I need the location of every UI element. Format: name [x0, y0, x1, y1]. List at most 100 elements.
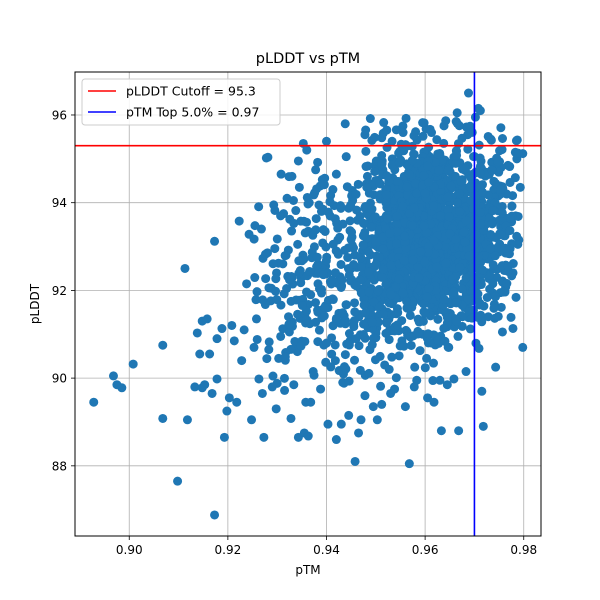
- data-point: [391, 373, 401, 383]
- data-point: [420, 309, 430, 319]
- data-point: [394, 158, 404, 168]
- data-point: [312, 262, 322, 272]
- data-point: [406, 340, 416, 350]
- data-point: [350, 456, 360, 466]
- data-point: [297, 300, 307, 310]
- data-point: [311, 225, 321, 235]
- data-point: [510, 173, 520, 183]
- data-point: [325, 197, 335, 207]
- data-point: [284, 172, 294, 182]
- data-point: [470, 190, 480, 200]
- data-point: [443, 192, 453, 202]
- data-point: [257, 388, 267, 398]
- data-point: [377, 399, 387, 409]
- data-point: [397, 281, 407, 291]
- data-point: [428, 376, 438, 386]
- data-point: [423, 161, 433, 171]
- data-point: [158, 340, 168, 350]
- data-point: [393, 176, 403, 186]
- data-point: [339, 362, 349, 372]
- data-point: [286, 413, 296, 423]
- data-point: [361, 146, 371, 156]
- data-point: [405, 332, 415, 342]
- data-point: [454, 426, 464, 436]
- data-point: [319, 180, 329, 190]
- data-point: [435, 211, 445, 221]
- data-point: [487, 165, 497, 175]
- x-tick-label: 0.96: [412, 543, 439, 557]
- data-point: [356, 415, 366, 425]
- data-point: [263, 152, 273, 162]
- data-point: [276, 211, 286, 221]
- data-point: [356, 288, 366, 298]
- data-point: [330, 340, 340, 350]
- data-point: [351, 189, 361, 199]
- data-point: [293, 156, 303, 166]
- data-point: [435, 375, 445, 385]
- data-point: [430, 157, 440, 167]
- data-point: [279, 373, 289, 383]
- data-point: [327, 275, 337, 285]
- data-point: [401, 325, 411, 335]
- data-point: [320, 173, 330, 183]
- data-point: [374, 253, 384, 263]
- data-point: [475, 153, 485, 163]
- data-point: [429, 201, 439, 211]
- data-point: [345, 216, 355, 226]
- data-point: [449, 287, 459, 297]
- data-point: [303, 431, 313, 441]
- data-point: [496, 123, 506, 133]
- data-point: [320, 302, 330, 312]
- y-tick-label: 90: [52, 372, 67, 386]
- data-point: [314, 325, 324, 335]
- data-point: [356, 262, 366, 272]
- data-point: [429, 397, 439, 407]
- data-point: [205, 349, 215, 359]
- data-point: [464, 88, 474, 98]
- data-point: [270, 244, 280, 254]
- data-point: [410, 362, 420, 372]
- data-point: [518, 342, 528, 352]
- data-point: [336, 259, 346, 269]
- data-point: [431, 285, 441, 295]
- data-point: [511, 136, 521, 146]
- data-point: [222, 406, 232, 416]
- data-point: [439, 294, 449, 304]
- data-point: [254, 202, 264, 212]
- data-point: [282, 193, 292, 203]
- data-point: [254, 374, 264, 384]
- data-point: [463, 144, 473, 154]
- data-point: [217, 324, 227, 334]
- data-point: [182, 415, 192, 425]
- data-point: [497, 327, 507, 337]
- data-point: [276, 169, 286, 179]
- data-point: [398, 128, 408, 138]
- data-point: [498, 133, 508, 143]
- data-point: [268, 259, 278, 269]
- data-point: [268, 371, 278, 381]
- data-point: [488, 206, 498, 216]
- data-point: [326, 362, 336, 372]
- data-point: [347, 227, 357, 237]
- data-point: [478, 187, 488, 197]
- data-point: [423, 329, 433, 339]
- data-point: [497, 201, 507, 211]
- data-point: [344, 410, 354, 420]
- data-point: [442, 380, 452, 390]
- data-point: [452, 316, 462, 326]
- data-point: [457, 284, 467, 294]
- chart-title: pLDDT vs pTM: [256, 51, 360, 67]
- data-point: [251, 314, 261, 324]
- data-point: [460, 237, 470, 247]
- data-point: [402, 182, 412, 192]
- data-point: [442, 312, 452, 322]
- y-axis-label: pLDDT: [28, 283, 42, 324]
- data-point: [311, 165, 321, 175]
- data-point: [372, 415, 382, 425]
- data-point: [351, 281, 361, 291]
- data-point: [350, 298, 360, 308]
- data-point: [493, 157, 503, 167]
- data-point: [413, 263, 423, 273]
- data-point: [294, 256, 304, 266]
- data-point: [249, 342, 259, 352]
